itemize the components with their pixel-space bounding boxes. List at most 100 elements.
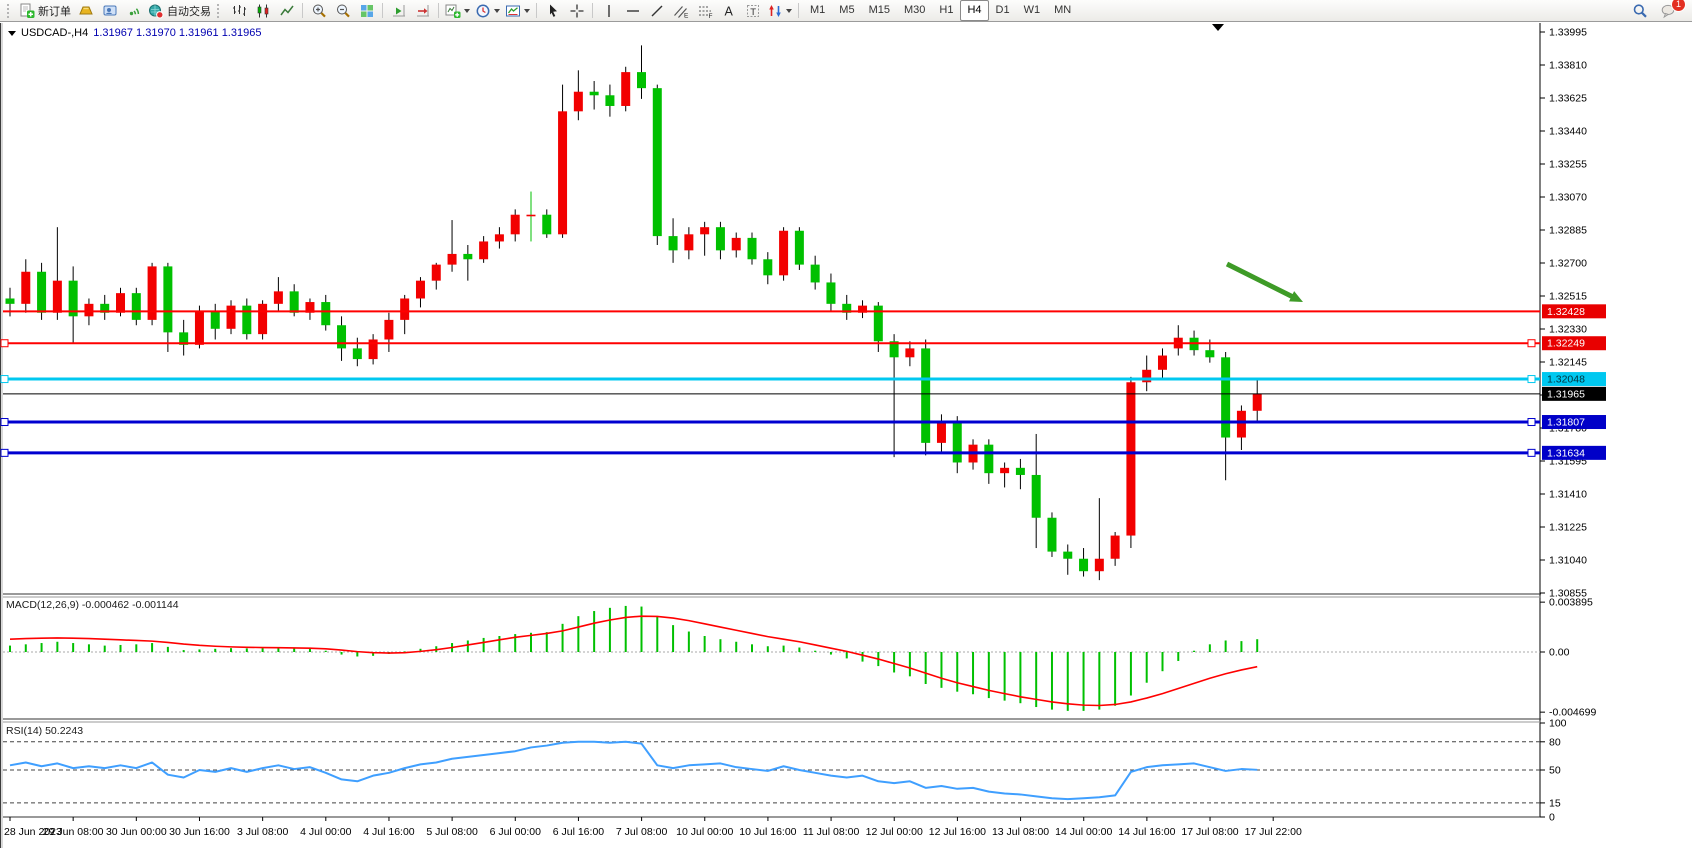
candle-body <box>700 227 710 235</box>
candle-body <box>1000 467 1010 474</box>
price-badge <box>1542 336 1606 351</box>
gold-button[interactable] <box>74 1 97 20</box>
tile-windows-button[interactable] <box>355 1 378 20</box>
chart-window: USDCAD-,H4 1.31967 1.31970 1.31961 1.319… <box>0 23 1692 848</box>
candle-body <box>779 230 789 276</box>
timeframe-button-MN[interactable]: MN <box>1054 4 1072 16</box>
date-label: 13 Jul 08:00 <box>992 826 1049 838</box>
annotation-arrow-head[interactable] <box>1289 291 1303 302</box>
line-handle[interactable] <box>1527 448 1536 457</box>
period-clock-button[interactable] <box>473 1 502 20</box>
channel-button[interactable]: E <box>669 1 692 20</box>
candle-body <box>810 264 820 283</box>
date-label: 12 Jul 00:00 <box>866 826 923 838</box>
vertical-line-button[interactable] <box>597 1 620 20</box>
candle-body <box>447 253 457 265</box>
arrows-button[interactable] <box>765 1 794 20</box>
macd-tick-label: 0.00 <box>1549 647 1570 659</box>
rsi-tick-label: 15 <box>1549 797 1561 809</box>
tile-windows-icon <box>359 3 375 19</box>
cursor-button[interactable] <box>541 1 564 20</box>
timeframe-button-H1[interactable]: H1 <box>939 4 954 16</box>
toolbar-grip <box>7 3 13 18</box>
candle-body <box>226 305 236 329</box>
symbol-period-label: USDCAD-,H4 <box>21 27 89 39</box>
line-handle[interactable] <box>1527 339 1536 348</box>
annotation-arrow[interactable] <box>1225 261 1296 300</box>
fibonacci-button[interactable]: F <box>693 1 716 20</box>
toolbar-separator <box>382 3 383 18</box>
crosshair-button[interactable] <box>565 1 588 20</box>
new-order-button[interactable]: 新订单 <box>17 1 73 20</box>
candle-body <box>936 423 946 443</box>
timeframe-button-M30[interactable]: M30 <box>903 4 926 16</box>
ohlc-readout: 1.31967 1.31970 1.31961 1.31965 <box>93 27 262 39</box>
collapse-triangle-icon[interactable] <box>8 30 16 36</box>
trendline-button[interactable] <box>645 1 668 20</box>
timeframe-button-D1[interactable]: D1 <box>995 4 1010 16</box>
new-chart-button[interactable] <box>443 1 472 20</box>
fibonacci-icon: F <box>697 3 713 19</box>
profile-button[interactable] <box>98 1 121 20</box>
timeframe-button-M5[interactable]: M5 <box>839 4 855 16</box>
candle-body <box>194 310 204 345</box>
candle-body <box>763 259 773 276</box>
search-button[interactable] <box>1628 1 1651 20</box>
text-button[interactable]: A <box>717 1 740 20</box>
rsi-tick-label: 0 <box>1549 812 1555 824</box>
svg-text:A: A <box>724 4 733 18</box>
candle-body <box>337 325 347 349</box>
date-label: 17 Jul 22:00 <box>1245 826 1302 838</box>
signal-button[interactable] <box>122 1 145 20</box>
zoom-out-button[interactable] <box>331 1 354 20</box>
candle-body <box>747 237 757 260</box>
timeframe-button-M15[interactable]: M15 <box>868 4 890 16</box>
candle-body <box>479 241 489 260</box>
price-badge <box>1542 304 1606 319</box>
chevron-down-icon <box>494 8 500 13</box>
date-label: 14 Jul 00:00 <box>1055 826 1112 838</box>
new-order-icon <box>19 3 35 19</box>
toolbar-separator <box>592 3 593 18</box>
candle-body <box>858 305 868 313</box>
price-badge-label: 1.31634 <box>1547 447 1585 459</box>
line-handle[interactable] <box>1527 418 1536 427</box>
candle-body <box>210 310 220 329</box>
chat-button[interactable]: 1 <box>1657 0 1686 20</box>
price-badge-label: 1.32048 <box>1547 374 1585 386</box>
candle-body <box>1221 357 1231 438</box>
auto-trading-button[interactable]: 自动交易 <box>146 1 213 20</box>
price-tick-label: 1.33995 <box>1549 27 1587 39</box>
notification-badge: 1 <box>1671 0 1686 12</box>
line-handle[interactable] <box>0 375 9 384</box>
auto-trading-label: 自动交易 <box>167 5 211 18</box>
bar-chart-button[interactable] <box>227 1 250 20</box>
candle-body <box>1252 393 1262 411</box>
macd-tick-label: 0.003895 <box>1549 597 1593 609</box>
candle-body <box>731 237 741 251</box>
candle-body <box>289 291 299 313</box>
auto-scroll-button[interactable] <box>387 1 410 20</box>
label-button[interactable]: T <box>741 1 764 20</box>
line-handle[interactable] <box>0 448 9 457</box>
candlestick-button[interactable] <box>251 1 274 20</box>
line-handle[interactable] <box>0 418 9 427</box>
timeframe-button-M1[interactable]: M1 <box>810 4 826 16</box>
chart-shift-marker-icon[interactable] <box>1212 24 1224 31</box>
chart-shift-button[interactable] <box>411 1 434 20</box>
line-handle[interactable] <box>1527 375 1536 384</box>
candle-body <box>1142 369 1152 383</box>
line-handle[interactable] <box>0 339 9 348</box>
auto-scroll-icon <box>391 3 407 19</box>
candle-body <box>384 319 394 340</box>
horizontal-line-button[interactable] <box>621 1 644 20</box>
zoom-in-button[interactable] <box>307 1 330 20</box>
template-button[interactable] <box>503 1 532 20</box>
timeframe-button-H4[interactable]: H4 <box>960 0 989 21</box>
candle-body <box>258 303 268 335</box>
chevron-down-icon <box>524 8 530 13</box>
date-label: 28 Jun 2023 <box>4 826 62 838</box>
line-chart-button[interactable] <box>275 1 298 20</box>
timeframe-button-W1[interactable]: W1 <box>1023 4 1041 16</box>
